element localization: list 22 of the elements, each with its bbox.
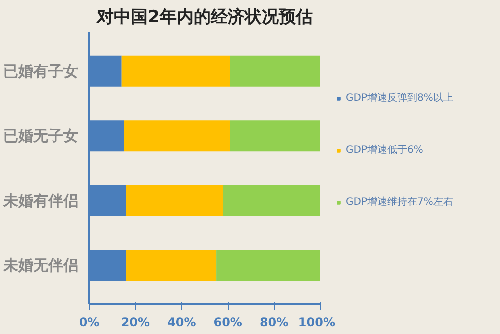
chart-title: 对中国2年内的经济状况预估 <box>96 8 313 28</box>
legend-label: GDP增速低于6% <box>346 144 424 157</box>
bar <box>230 120 320 152</box>
bar <box>216 250 320 282</box>
y-tick-label: 未婚有伴侣 <box>2 192 78 210</box>
legend-label: GDP增速维持在7%左右 <box>346 196 454 209</box>
bar <box>126 250 217 282</box>
bar <box>223 185 320 216</box>
bar <box>126 185 224 216</box>
y-tick-label: 已婚无子女 <box>4 127 78 146</box>
y-tick-label: 已婚有子女 <box>4 62 78 80</box>
x-tick-label: 100% <box>298 316 336 330</box>
x-tick-label: 60% <box>214 316 242 330</box>
x-tick-label: 20% <box>121 316 150 330</box>
bar <box>124 120 230 152</box>
y-tick-label: 未婚无伴侣 <box>2 256 78 275</box>
bar <box>230 56 320 87</box>
legend-label: GDP增速反弹到8%以上 <box>346 92 454 105</box>
bar <box>122 56 230 87</box>
x-tick-label: 80% <box>260 316 289 330</box>
x-tick-label: 0% <box>79 316 100 330</box>
x-tick-label: 40% <box>168 316 196 330</box>
